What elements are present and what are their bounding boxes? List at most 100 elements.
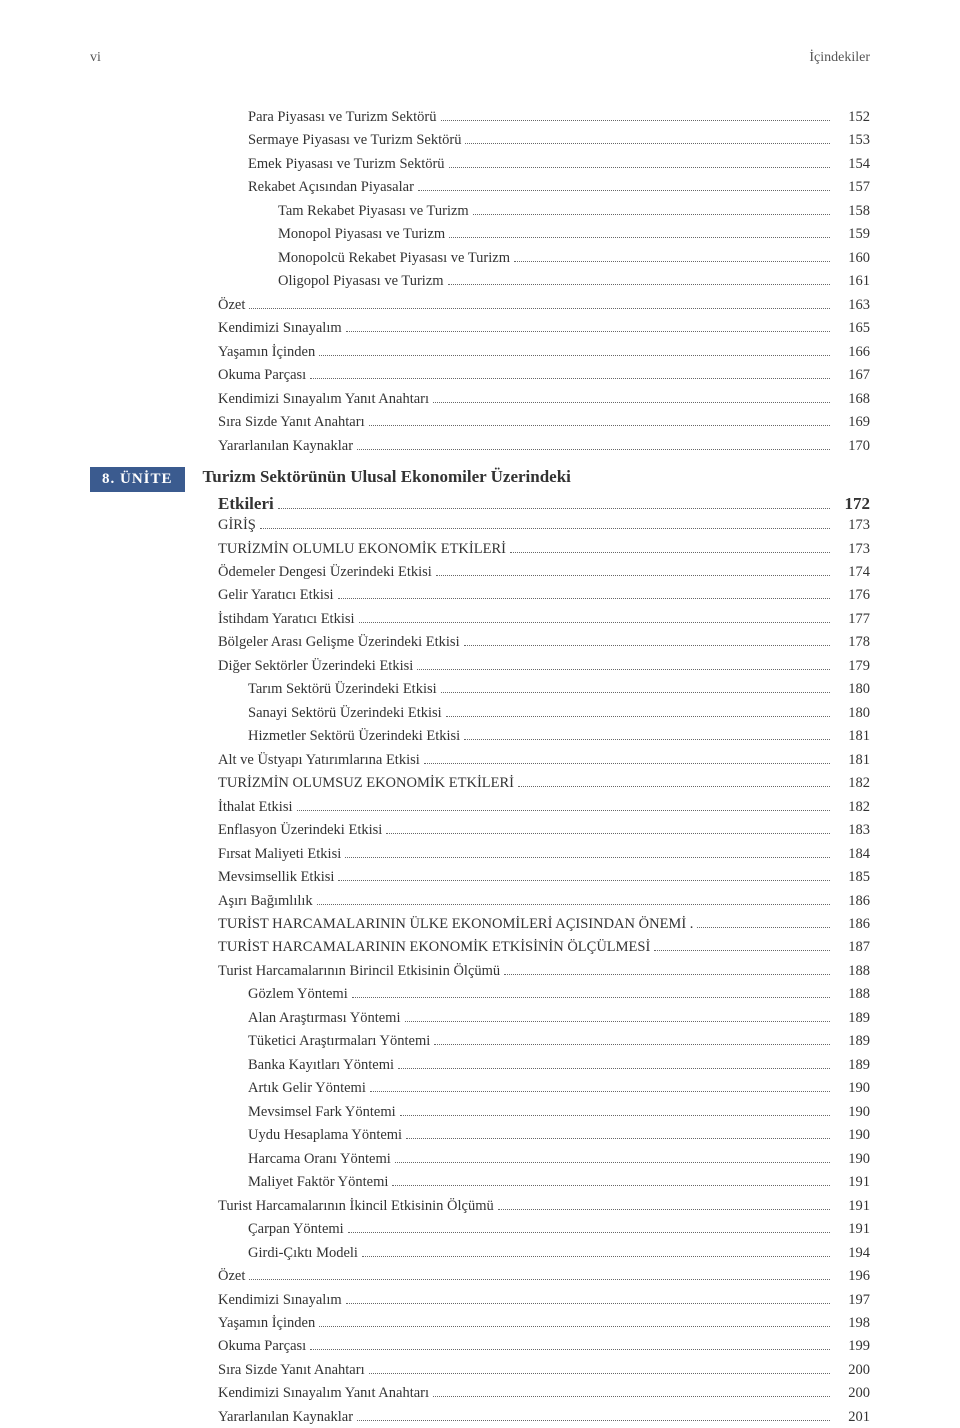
toc-dots: [434, 1044, 830, 1045]
toc-label: Sıra Sizde Yanıt Anahtarı: [218, 411, 365, 433]
toc-entry: Tüketici Araştırmaları Yöntemi189: [178, 1030, 870, 1052]
toc-entry: Maliyet Faktör Yöntemi191: [178, 1171, 870, 1193]
toc-entry: Sermaye Piyasası ve Turizm Sektörü153: [178, 129, 870, 151]
toc-page: 196: [834, 1265, 870, 1287]
toc-entry: TURİST HARCAMALARININ ÜLKE EKONOMİLERİ A…: [178, 913, 870, 935]
toc-entry: Yaşamın İçinden198: [178, 1312, 870, 1334]
toc-page: 191: [834, 1195, 870, 1217]
toc-label: Emek Piyasası ve Turizm Sektörü: [248, 153, 445, 175]
toc-page: 190: [834, 1101, 870, 1123]
toc-dots: [319, 1326, 830, 1327]
toc-page: 185: [834, 866, 870, 888]
toc-label: Mevsimsellik Etkisi: [218, 866, 334, 888]
toc-label: Maliyet Faktör Yöntemi: [248, 1171, 388, 1193]
toc-dots: [433, 402, 830, 403]
toc-dots: [436, 575, 830, 576]
toc-dots: [278, 508, 830, 509]
toc-page: 188: [834, 960, 870, 982]
toc-label: TURİZMİN OLUMSUZ EKONOMİK ETKİLERİ: [218, 772, 514, 794]
toc-dots: [395, 1162, 830, 1163]
toc-label: TURİST HARCAMALARININ ÜLKE EKONOMİLERİ A…: [218, 913, 693, 935]
toc-page: 179: [834, 655, 870, 677]
toc-dots: [297, 810, 831, 811]
toc-entry: Diğer Sektörler Üzerindeki Etkisi179: [178, 655, 870, 677]
toc-label: Harcama Oranı Yöntemi: [248, 1148, 391, 1170]
toc-label: Enflasyon Üzerindeki Etkisi: [218, 819, 382, 841]
toc-label: Sermaye Piyasası ve Turizm Sektörü: [248, 129, 461, 151]
toc-dots: [448, 284, 830, 285]
toc-pre-list: Para Piyasası ve Turizm Sektörü152Sermay…: [90, 106, 870, 457]
toc-dots: [514, 261, 830, 262]
toc-label: Rekabet Açısından Piyasalar: [248, 176, 414, 198]
toc-label: Yararlanılan Kaynaklar: [218, 435, 353, 457]
toc-page: 181: [834, 725, 870, 747]
toc-entry: Mevsimsel Fark Yöntemi 190: [178, 1101, 870, 1123]
toc-entry: Kendimizi Sınayalım197: [178, 1289, 870, 1311]
toc-dots: [338, 880, 830, 881]
toc-page: 180: [834, 678, 870, 700]
toc-page: 190: [834, 1077, 870, 1099]
toc-label: Girdi-Çıktı Modeli: [248, 1242, 358, 1264]
toc-label: İstihdam Yaratıcı Etkisi: [218, 608, 355, 630]
toc-entry: GİRİŞ 173: [178, 514, 870, 536]
toc-label: Artık Gelir Yöntemi: [248, 1077, 366, 1099]
toc-dots: [400, 1115, 830, 1116]
toc-label: Fırsat Maliyeti Etkisi: [218, 843, 341, 865]
toc-entry: Okuma Parçası167: [178, 364, 870, 386]
toc-entry: Aşırı Bağımlılık186: [178, 890, 870, 912]
toc-label: Okuma Parçası: [218, 1335, 306, 1357]
toc-dots: [498, 1209, 830, 1210]
toc-page: 166: [834, 341, 870, 363]
toc-label: Gelir Yaratıcı Etkisi: [218, 584, 334, 606]
toc-page: 198: [834, 1312, 870, 1334]
toc-label: Monopolcü Rekabet Piyasası ve Turizm: [278, 247, 510, 269]
toc-page: 174: [834, 561, 870, 583]
toc-entry: Alt ve Üstyapı Yatırımlarına Etkisi181: [178, 749, 870, 771]
toc-page: 176: [834, 584, 870, 606]
toc-label: Yararlanılan Kaynaklar: [218, 1406, 353, 1428]
unit-title-line2: Etkileri: [218, 494, 274, 514]
toc-label: TURİST HARCAMALARININ EKONOMİK ETKİSİNİN…: [218, 936, 650, 958]
toc-label: Alan Araştırması Yöntemi: [248, 1007, 401, 1029]
toc-dots: [346, 331, 830, 332]
toc-entry: Yaşamın İçinden166: [178, 341, 870, 363]
toc-entry: Alan Araştırması Yöntemi189: [178, 1007, 870, 1029]
toc-label: Bölgeler Arası Gelişme Üzerindeki Etkisi: [218, 631, 460, 653]
toc-label: Özet: [218, 294, 245, 316]
toc-entry: Yararlanılan Kaynaklar170: [178, 435, 870, 457]
toc-label: Oligopol Piyasası ve Turizm: [278, 270, 444, 292]
unit-title-line2-row: Etkileri 172: [218, 494, 870, 514]
toc-dots: [406, 1138, 830, 1139]
toc-label: Mevsimsel Fark Yöntemi: [248, 1101, 396, 1123]
toc-page: 173: [834, 538, 870, 560]
toc-dots: [441, 692, 830, 693]
toc-dots: [441, 120, 831, 121]
toc-entry: Monopolcü Rekabet Piyasası ve Turizm160: [178, 247, 870, 269]
toc-entry: Özet196: [178, 1265, 870, 1287]
toc-page: 190: [834, 1148, 870, 1170]
unit-title-line1: Turizm Sektörünün Ulusal Ekonomiler Üzer…: [203, 467, 870, 487]
toc-entry: TURİZMİN OLUMSUZ EKONOMİK ETKİLERİ182: [178, 772, 870, 794]
toc-entry: Hizmetler Sektörü Üzerindeki Etkisi181: [178, 725, 870, 747]
toc-entry: Yararlanılan Kaynaklar201: [178, 1406, 870, 1428]
toc-entry: Okuma Parçası199: [178, 1335, 870, 1357]
toc-page: 161: [834, 270, 870, 292]
toc-dots: [319, 355, 830, 356]
toc-dots: [249, 308, 830, 309]
toc-entry: Kendimizi Sınayalım Yanıt Anahtarı200: [178, 1382, 870, 1404]
toc-entry: Bölgeler Arası Gelişme Üzerindeki Etkisi…: [178, 631, 870, 653]
toc-page: 173: [834, 514, 870, 536]
toc-entry: Gelir Yaratıcı Etkisi 176: [178, 584, 870, 606]
toc-dots: [317, 904, 830, 905]
toc-dots: [446, 716, 830, 717]
toc-label: Turist Harcamalarının İkincil Etkisinin …: [218, 1195, 494, 1217]
toc-dots: [338, 598, 830, 599]
toc-label: Para Piyasası ve Turizm Sektörü: [248, 106, 437, 128]
toc-page: 197: [834, 1289, 870, 1311]
toc-label: GİRİŞ: [218, 514, 256, 536]
toc-page: 200: [834, 1382, 870, 1404]
toc-dots: [433, 1396, 830, 1397]
toc-page: 159: [834, 223, 870, 245]
toc-page: 187: [834, 936, 870, 958]
toc-entry: Gözlem Yöntemi188: [178, 983, 870, 1005]
